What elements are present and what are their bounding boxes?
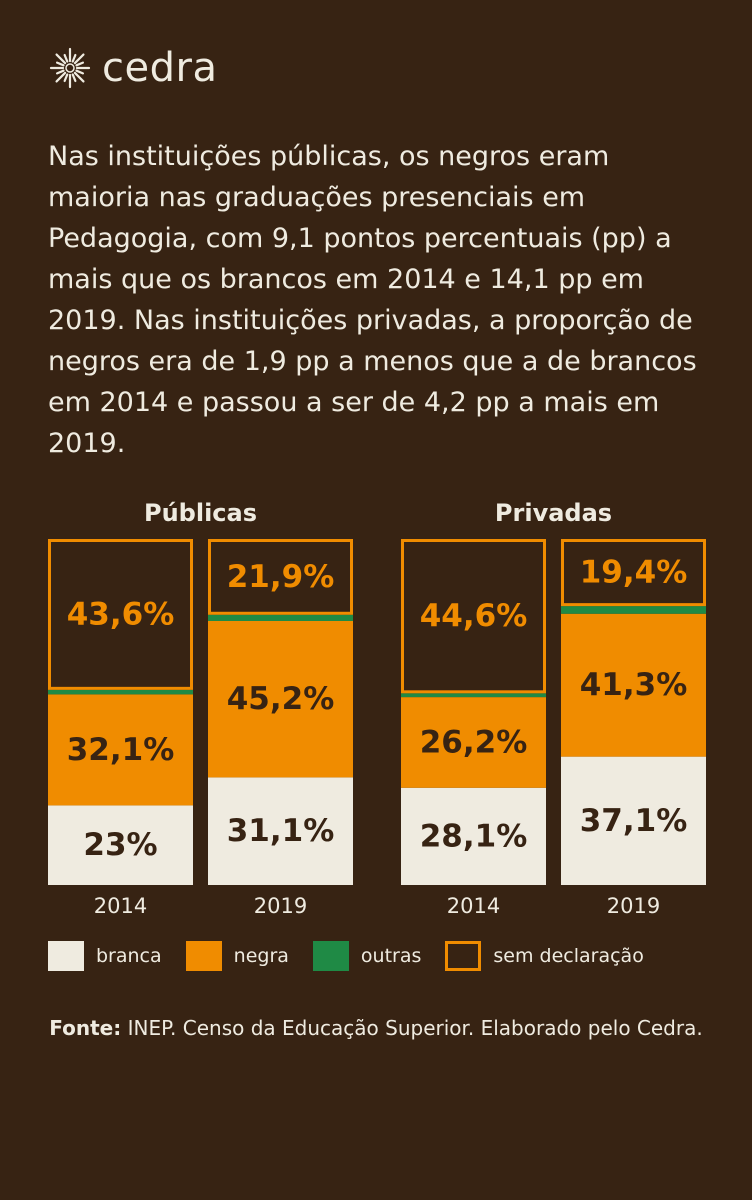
legend-swatch-sem-declaracao xyxy=(445,941,482,971)
bar-1-1-outras xyxy=(561,606,706,614)
bar-1-1-negra xyxy=(561,613,706,757)
bar-0-1-outras xyxy=(208,614,353,622)
source-label: Fonte: xyxy=(49,1016,122,1040)
bar-1-0-outras xyxy=(401,693,546,698)
bar-1-1-year-label: 2019 xyxy=(607,894,660,918)
bar-1-1-label-negra: 41,3% xyxy=(580,667,688,703)
bar-0-1-branca xyxy=(208,777,353,885)
legend-label-negra: negra xyxy=(233,945,289,967)
bar-1-0-label-sem-declaracao: 44,6% xyxy=(420,598,528,634)
bar-1-1-label-sem-declaracao: 19,4% xyxy=(580,555,688,591)
bar-0-0-negra xyxy=(48,694,193,806)
bar-1-0-year-label: 2014 xyxy=(447,894,500,918)
legend-item-branca: branca xyxy=(48,941,162,971)
bar-1-1-label-branca: 37,1% xyxy=(580,803,688,839)
legend-label-outras: outras xyxy=(360,945,422,967)
bar-0-1-negra xyxy=(208,621,353,778)
legend-swatch-branca xyxy=(48,941,84,971)
bar-1-0-negra xyxy=(401,697,546,788)
bar-0-1-label-sem-declaracao: 21,9% xyxy=(227,559,335,595)
legend-swatch-outras xyxy=(312,941,349,971)
source-text: INEP. Censo da Educação Superior. Elabor… xyxy=(121,1016,703,1040)
bar-1-1-sem-declaracao xyxy=(561,539,706,607)
bar-0-0-outras xyxy=(48,689,193,695)
brand-name: cedra xyxy=(102,45,218,91)
source-note: Fonte: INEP. Censo da Educação Superior.… xyxy=(40,1014,712,1042)
bar-0-1-label-branca: 31,1% xyxy=(227,813,335,849)
bar-0-0-label-branca: 23% xyxy=(83,827,157,863)
bar-1-0-label-branca: 28,1% xyxy=(420,818,528,854)
bar-0-1-label-negra: 45,2% xyxy=(227,681,335,717)
bar-1-0-sem-declaracao xyxy=(401,539,546,694)
legend: branca negra outras sem declaração xyxy=(48,941,708,971)
bar-1-0-label-negra: 26,2% xyxy=(420,724,528,760)
bar-0-0-label-sem-declaracao: 43,6% xyxy=(67,596,175,632)
bar-0-0-label-negra: 32,1% xyxy=(67,732,175,768)
bar-1-1-branca xyxy=(561,756,706,885)
legend-label-sem-declaracao: sem declaração xyxy=(493,945,644,967)
legend-item-negra: negra xyxy=(185,941,289,971)
legend-item-outras: outras xyxy=(312,941,422,971)
bar-0-1-year-label: 2019 xyxy=(254,894,307,918)
group-title-1: Privadas xyxy=(495,499,612,527)
bar-0-1-sem-declaracao xyxy=(208,539,353,615)
legend-swatch-negra xyxy=(185,941,222,971)
sun-burst-icon xyxy=(49,47,91,89)
bar-0-0-year-label: 2014 xyxy=(94,894,147,918)
bar-0-0-sem-declaracao xyxy=(48,539,193,690)
stacked-bar-chart: Públicas 23% 32,1% 43,6% 2014 31,1% 45,2% 21,9%… xyxy=(48,499,706,918)
bar-1-0-branca xyxy=(401,787,546,885)
bar-0-0-branca xyxy=(48,805,193,885)
legend-item-sem-declaracao: sem declaração xyxy=(445,941,644,971)
legend-label-branca: branca xyxy=(96,945,162,967)
intro-text: Nas instituições públicas, os negros era… xyxy=(48,141,697,459)
group-title-0: Públicas xyxy=(144,499,257,527)
cedra-logo: cedra xyxy=(48,44,217,92)
